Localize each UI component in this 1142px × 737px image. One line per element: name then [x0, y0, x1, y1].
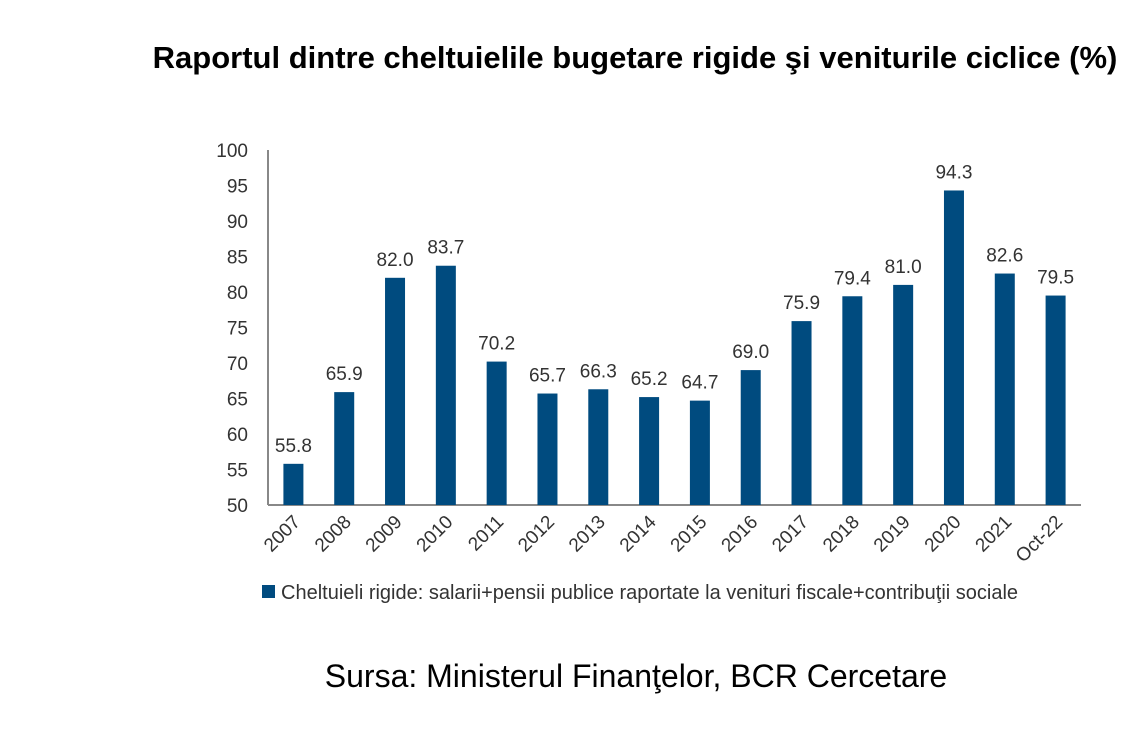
data-label: 82.6: [986, 246, 1023, 267]
bar: [486, 361, 507, 505]
y-tick-label: 100: [216, 141, 248, 162]
data-label: 65.9: [326, 364, 363, 385]
legend: Cheltuieli rigide: salarii+pensii public…: [262, 580, 1102, 607]
bar: [588, 389, 609, 505]
x-tick-label: 2018: [819, 512, 864, 557]
x-tick-label: 2009: [362, 512, 407, 557]
data-label: 79.4: [834, 268, 871, 289]
data-label: 70.2: [478, 334, 515, 355]
legend-swatch: [262, 585, 275, 598]
data-label: 66.3: [580, 361, 617, 382]
data-label: 69.0: [732, 342, 769, 363]
x-tick-label: 2020: [921, 512, 966, 557]
data-label: 83.7: [427, 238, 464, 259]
chart-title: Raportul dintre cheltuielile bugetare ri…: [152, 40, 1118, 75]
x-tick-label: 2021: [972, 512, 1017, 557]
x-tick-label: 2019: [870, 512, 915, 557]
y-tick-label: 55: [227, 461, 248, 482]
bar: [385, 277, 406, 505]
bar: [994, 273, 1015, 505]
y-tick-label: 70: [227, 354, 248, 375]
y-tick-label: 95: [227, 177, 248, 198]
x-tick-label: 2017: [768, 512, 813, 557]
bar: [334, 392, 355, 505]
data-label: 79.5: [1037, 268, 1074, 289]
y-tick-label: 75: [227, 319, 248, 340]
source-note: Sursa: Ministerul Finanţelor, BCR Cercet…: [324, 658, 948, 694]
x-tick-label: 2015: [667, 512, 712, 557]
bar: [842, 296, 863, 505]
data-label: 65.2: [631, 369, 668, 390]
x-tick-label: 2010: [413, 512, 458, 557]
y-tick-label: 80: [227, 283, 248, 304]
bar: [791, 321, 812, 505]
bar: [943, 190, 964, 505]
data-label: 81.0: [885, 257, 922, 278]
bar: [283, 463, 304, 505]
x-tick-label: 2013: [565, 512, 610, 557]
y-tick-label: 50: [227, 496, 248, 517]
data-label: 64.7: [681, 373, 718, 394]
data-label: 75.9: [783, 293, 820, 314]
data-label: 65.7: [529, 366, 566, 387]
bar: [689, 400, 710, 505]
y-tick-label: 65: [227, 390, 248, 411]
bar: [435, 265, 456, 505]
bar: [740, 370, 761, 505]
x-tick-label: 2008: [311, 512, 356, 557]
bar: [537, 393, 558, 505]
x-tick-label: 2014: [616, 511, 661, 556]
x-tick-label: Oct-22: [1012, 512, 1067, 567]
data-label: 82.0: [377, 250, 414, 271]
x-tick-label: 2012: [514, 512, 559, 557]
x-tick-label: 2007: [260, 512, 305, 557]
bar: [1045, 295, 1066, 505]
data-label: 94.3: [935, 162, 972, 183]
bar: [893, 284, 914, 505]
x-tick-label: 2011: [464, 512, 508, 556]
data-label: 55.8: [275, 436, 312, 457]
y-tick-label: 85: [227, 248, 248, 269]
x-tick-label: 2016: [718, 512, 763, 557]
y-tick-label: 90: [227, 212, 248, 233]
bar: [639, 397, 660, 505]
y-tick-label: 60: [227, 425, 248, 446]
legend-label: Cheltuieli rigide: salarii+pensii public…: [281, 582, 1019, 604]
